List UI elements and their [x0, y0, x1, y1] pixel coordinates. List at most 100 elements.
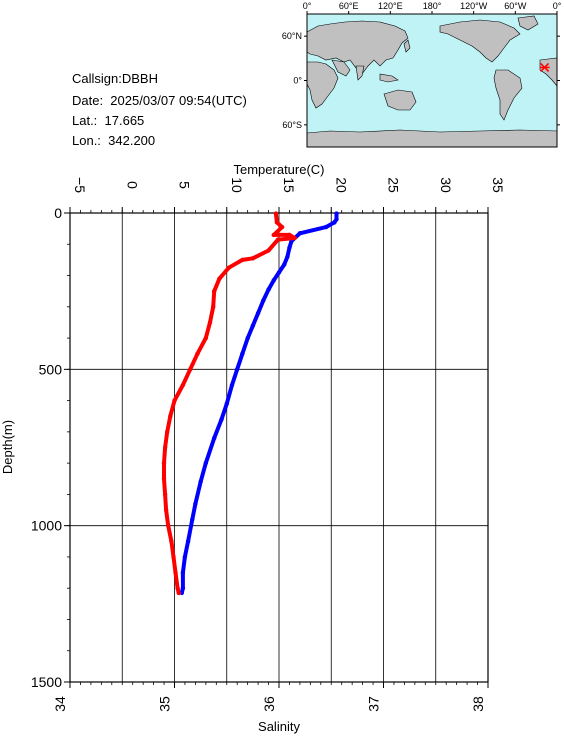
temperature-axis-label: Temperature(C) — [233, 162, 324, 177]
series-1-point — [165, 429, 170, 435]
series-0-point — [276, 270, 282, 275]
map-lat-label: 0° — [293, 76, 302, 86]
salinity-tick-label: 36 — [261, 696, 277, 712]
series-0-point — [282, 262, 287, 267]
series-0-point — [255, 310, 261, 316]
land-south-america — [493, 69, 523, 121]
map-lat-label: 60°N — [282, 31, 302, 41]
land-africa — [306, 61, 339, 109]
series-1-point — [217, 276, 222, 281]
land-arabia — [331, 59, 351, 77]
callsign-text: Callsign:DBBH — [72, 71, 158, 86]
series-1-point — [169, 539, 174, 544]
series-0-point — [334, 217, 339, 222]
series-0-point — [334, 211, 339, 216]
series-1-point — [275, 237, 281, 242]
series-1-point — [211, 304, 216, 309]
land-antarctica — [306, 129, 558, 148]
series-0-point — [219, 417, 224, 422]
map-lon-label: 180° — [423, 1, 442, 11]
series-0-point — [198, 479, 203, 485]
temperature-tick-label: 10 — [229, 177, 245, 193]
depth-tick-label: 500 — [39, 361, 63, 377]
temperature-tick-label: 5 — [177, 181, 193, 189]
map-lon-label: 0° — [553, 1, 562, 11]
series-0-point — [179, 590, 184, 596]
series-0-point — [182, 554, 188, 560]
series-0-point — [180, 570, 186, 575]
depth-axis-label: Depth(m) — [0, 420, 15, 474]
series-1-point — [292, 235, 297, 241]
series-1-point — [212, 289, 217, 294]
series-0-point — [224, 401, 229, 406]
salinity-tick-label: 34 — [52, 696, 68, 712]
series-0-point — [285, 254, 290, 259]
map-lon-label: 60°W — [504, 1, 527, 11]
profile-plot: −5 0 5 10 15 20 25 30 35 34 35 36 37 38 0 500 1000 1500… — [0, 162, 506, 734]
series-1-point — [195, 351, 200, 356]
series-1-point — [226, 265, 231, 270]
series-0-point — [287, 245, 292, 250]
depth-tick-labels: 0 500 1000 1500 — [31, 205, 70, 690]
depth-tick-label: 0 — [54, 205, 62, 221]
series-1-point — [274, 220, 280, 225]
latitude-text: Lat.: 17.665 — [72, 113, 145, 128]
land-australia — [383, 89, 417, 111]
salinity-tick-label: 35 — [157, 696, 173, 712]
series-0-point — [203, 460, 208, 466]
temperature-tick-label: 25 — [386, 177, 402, 193]
series-0-point — [271, 278, 276, 283]
land-japan — [403, 39, 411, 53]
series-0-point — [261, 298, 266, 303]
temperature-tick-label: 35 — [490, 177, 506, 193]
land-north-america — [439, 19, 521, 63]
series-1-point — [240, 257, 245, 263]
series-line-0 — [179, 211, 339, 595]
series-0-point — [180, 586, 186, 591]
land-india — [355, 65, 365, 81]
series-group — [161, 211, 339, 596]
series-0-point — [245, 335, 250, 341]
series-1-point — [250, 256, 256, 261]
series-1-point — [271, 232, 276, 238]
world-map: 0° 60°E 120°E 180° 120°W 60°W 0° 60°N 0° 60°S — [282, 1, 562, 148]
map-land — [306, 15, 558, 148]
temperature-tick-label: −5 — [72, 177, 88, 193]
depth-tick-label: 1500 — [31, 674, 62, 690]
salinity-tick-labels: 34 35 36 37 38 — [52, 682, 489, 712]
series-1-point — [162, 492, 168, 497]
series-1-point — [203, 335, 208, 341]
series-1-point — [273, 211, 279, 216]
series-1-point — [168, 414, 173, 419]
series-1-point — [161, 476, 167, 481]
series-0-point — [332, 220, 337, 225]
series-1-point — [188, 367, 193, 372]
temperature-tick-labels: −5 0 5 10 15 20 25 30 35 — [69, 177, 506, 213]
series-0-point — [323, 224, 329, 230]
series-1-point — [207, 320, 213, 325]
salinity-tick-label: 38 — [470, 696, 486, 712]
map-lon-label: 0° — [303, 1, 312, 11]
series-1-point — [176, 590, 181, 596]
station-marker — [539, 62, 550, 72]
series-0-point — [266, 287, 271, 292]
series-1-point — [166, 523, 171, 528]
series-0-point — [212, 435, 217, 441]
series-1-point — [175, 586, 180, 591]
series-0-point — [229, 382, 235, 388]
map-labels: 0° 60°E 120°E 180° 120°W 60°W 0° 60°N 0° 60°S — [282, 1, 562, 130]
series-1-point — [180, 382, 186, 388]
map-ticks — [304, 11, 560, 126]
salinity-tick-label: 37 — [366, 696, 382, 712]
series-1-point — [173, 570, 178, 575]
map-lon-label: 120°E — [378, 1, 403, 11]
plot-grid — [69, 212, 489, 683]
map-lon-label: 120°W — [460, 1, 488, 11]
series-0-point — [193, 501, 198, 506]
salinity-axis-label: Salinity — [258, 719, 300, 734]
land-indonesia — [379, 73, 399, 83]
series-0-point — [235, 367, 240, 372]
plot-minor-ticks — [67, 210, 489, 685]
map-lon-label: 60°E — [339, 1, 359, 11]
series-1-point — [163, 507, 169, 513]
